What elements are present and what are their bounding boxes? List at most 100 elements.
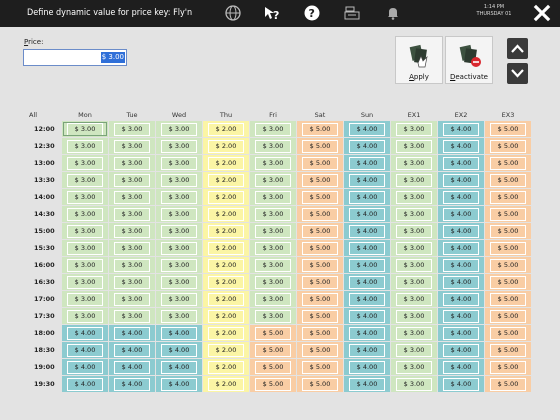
price-cell[interactable]: $ 3.00: [109, 223, 155, 239]
price-cell[interactable]: $ 5.00: [297, 257, 343, 273]
price-cell[interactable]: $ 3.00: [391, 274, 437, 290]
price-cell[interactable]: $ 3.00: [109, 155, 155, 171]
price-cell[interactable]: $ 3.00: [156, 257, 202, 273]
price-cell[interactable]: $ 3.00: [109, 240, 155, 256]
time-header[interactable]: 17:30: [34, 312, 55, 320]
price-cell[interactable]: $ 3.00: [250, 138, 296, 154]
day-header-fri[interactable]: Fri: [269, 110, 277, 119]
help-pointer-icon[interactable]: ?: [262, 4, 280, 22]
price-cell[interactable]: $ 5.00: [485, 359, 531, 375]
price-cell[interactable]: $ 4.00: [438, 325, 484, 341]
price-cell[interactable]: $ 3.00: [156, 291, 202, 307]
price-cell[interactable]: $ 2.00: [203, 342, 249, 358]
price-cell[interactable]: $ 4.00: [344, 325, 390, 341]
price-cell[interactable]: $ 5.00: [297, 155, 343, 171]
time-header[interactable]: 12:30: [34, 142, 55, 150]
price-cell[interactable]: $ 2.00: [203, 308, 249, 324]
close-icon[interactable]: [533, 4, 551, 22]
price-cell[interactable]: $ 3.00: [156, 121, 202, 137]
price-cell[interactable]: $ 4.00: [344, 172, 390, 188]
price-cell[interactable]: $ 3.00: [156, 274, 202, 290]
price-cell[interactable]: $ 4.00: [156, 359, 202, 375]
price-cell[interactable]: $ 4.00: [156, 342, 202, 358]
scroll-up-button[interactable]: [507, 38, 528, 59]
price-cell[interactable]: $ 2.00: [203, 257, 249, 273]
price-cell[interactable]: $ 3.00: [391, 189, 437, 205]
price-cell[interactable]: $ 4.00: [344, 206, 390, 222]
price-cell[interactable]: $ 3.00: [109, 308, 155, 324]
price-cell[interactable]: $ 4.00: [109, 342, 155, 358]
price-cell[interactable]: $ 5.00: [297, 223, 343, 239]
price-cell[interactable]: $ 4.00: [62, 359, 108, 375]
price-cell[interactable]: $ 3.00: [391, 257, 437, 273]
day-header-ex1[interactable]: EX1: [407, 110, 421, 119]
price-cell[interactable]: $ 5.00: [485, 274, 531, 290]
price-cell[interactable]: $ 5.00: [297, 308, 343, 324]
price-cell[interactable]: $ 3.00: [391, 138, 437, 154]
price-cell[interactable]: $ 3.00: [250, 121, 296, 137]
price-cell[interactable]: $ 3.00: [109, 189, 155, 205]
day-header-wed[interactable]: Wed: [171, 110, 187, 119]
price-cell[interactable]: $ 4.00: [62, 342, 108, 358]
price-cell[interactable]: $ 3.00: [391, 376, 437, 392]
price-cell[interactable]: $ 4.00: [438, 189, 484, 205]
price-cell[interactable]: $ 5.00: [297, 325, 343, 341]
price-cell[interactable]: $ 3.00: [250, 308, 296, 324]
price-cell[interactable]: $ 3.00: [250, 223, 296, 239]
price-cell[interactable]: $ 5.00: [297, 342, 343, 358]
price-cell[interactable]: $ 2.00: [203, 155, 249, 171]
price-cell[interactable]: $ 5.00: [485, 325, 531, 341]
price-cell[interactable]: $ 5.00: [485, 189, 531, 205]
price-cell[interactable]: $ 3.00: [250, 291, 296, 307]
price-cell[interactable]: $ 5.00: [485, 138, 531, 154]
price-cell[interactable]: $ 4.00: [438, 206, 484, 222]
price-cell[interactable]: $ 3.00: [109, 274, 155, 290]
price-cell[interactable]: $ 3.00: [250, 206, 296, 222]
price-cell[interactable]: $ 4.00: [156, 376, 202, 392]
price-cell[interactable]: $ 3.00: [391, 172, 437, 188]
price-cell[interactable]: $ 3.00: [156, 138, 202, 154]
price-cell[interactable]: $ 5.00: [485, 155, 531, 171]
price-input[interactable]: $ 3.00: [23, 49, 127, 66]
price-cell[interactable]: $ 3.00: [156, 223, 202, 239]
price-cell[interactable]: $ 2.00: [203, 189, 249, 205]
price-cell[interactable]: $ 4.00: [109, 325, 155, 341]
price-cell[interactable]: $ 2.00: [203, 138, 249, 154]
price-cell[interactable]: $ 4.00: [344, 291, 390, 307]
price-cell[interactable]: $ 3.00: [250, 257, 296, 273]
price-cell[interactable]: $ 3.00: [62, 257, 108, 273]
day-header-thu[interactable]: Thu: [219, 110, 233, 119]
time-header[interactable]: 18:30: [34, 346, 55, 354]
price-cell[interactable]: $ 5.00: [297, 376, 343, 392]
price-cell[interactable]: $ 2.00: [203, 291, 249, 307]
price-cell[interactable]: $ 2.00: [203, 376, 249, 392]
price-cell[interactable]: $ 4.00: [344, 257, 390, 273]
price-cell[interactable]: $ 3.00: [250, 189, 296, 205]
price-cell[interactable]: $ 5.00: [297, 274, 343, 290]
price-cell[interactable]: $ 5.00: [297, 189, 343, 205]
price-cell[interactable]: $ 2.00: [203, 206, 249, 222]
time-header[interactable]: 19:00: [34, 363, 55, 371]
price-cell[interactable]: $ 2.00: [203, 121, 249, 137]
price-cell[interactable]: $ 3.00: [62, 172, 108, 188]
price-cell[interactable]: $ 4.00: [344, 138, 390, 154]
price-cell[interactable]: $ 3.00: [62, 138, 108, 154]
price-cell[interactable]: $ 3.00: [109, 257, 155, 273]
price-cell[interactable]: $ 5.00: [485, 376, 531, 392]
price-cell[interactable]: $ 3.00: [391, 325, 437, 341]
price-cell[interactable]: $ 4.00: [344, 240, 390, 256]
price-cell[interactable]: $ 3.00: [109, 291, 155, 307]
price-cell[interactable]: $ 2.00: [203, 240, 249, 256]
time-header[interactable]: 16:00: [34, 261, 55, 269]
price-cell[interactable]: $ 3.00: [250, 274, 296, 290]
price-cell[interactable]: $ 4.00: [438, 240, 484, 256]
price-cell[interactable]: $ 4.00: [438, 121, 484, 137]
price-cell[interactable]: $ 3.00: [391, 308, 437, 324]
time-header[interactable]: 18:00: [34, 329, 55, 337]
scroll-down-button[interactable]: [507, 63, 528, 84]
price-cell[interactable]: $ 5.00: [297, 359, 343, 375]
price-cell[interactable]: $ 4.00: [438, 291, 484, 307]
price-cell[interactable]: $ 4.00: [438, 257, 484, 273]
price-cell[interactable]: $ 4.00: [438, 308, 484, 324]
time-header[interactable]: 17:00: [34, 295, 55, 303]
